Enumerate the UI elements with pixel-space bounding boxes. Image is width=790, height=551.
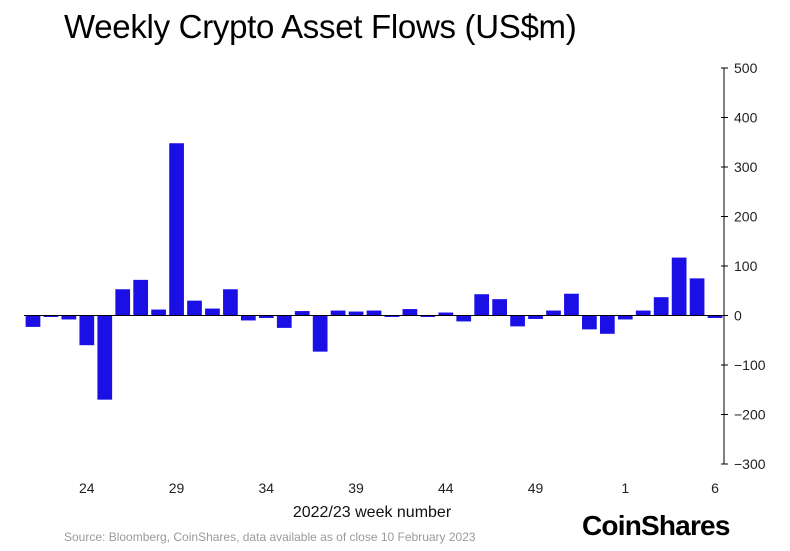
- x-tick-label: 29: [169, 480, 185, 496]
- bar-29: [546, 310, 561, 316]
- bar-28: [528, 315, 543, 319]
- bar-10: [205, 308, 220, 316]
- y-axis-ticks: 500 400 300 200 100 0 −100 −200 −300: [721, 60, 766, 472]
- bar-3: [79, 315, 95, 346]
- x-axis-ticks: 24 29 34 39 44 49 1 6: [79, 480, 719, 496]
- bar-37: [689, 278, 705, 316]
- bar-34: [635, 310, 651, 316]
- bar-23: [438, 312, 454, 316]
- bar-15: [294, 311, 310, 316]
- bar-26: [492, 299, 507, 316]
- bar-36: [671, 257, 687, 316]
- y-tick-label: 300: [734, 159, 758, 175]
- bar-32: [599, 315, 615, 334]
- bar-24: [456, 315, 472, 322]
- bar-0: [25, 315, 41, 327]
- bar-2: [61, 315, 77, 320]
- bar-22: [420, 315, 436, 317]
- x-tick-label: 34: [259, 480, 275, 496]
- bar-21: [402, 309, 418, 316]
- x-tick-label: 44: [438, 480, 454, 496]
- bar-11: [223, 289, 238, 316]
- bar-27: [510, 315, 525, 327]
- bar-35: [653, 297, 669, 316]
- bar-31: [582, 315, 597, 330]
- source-note: Source: Bloomberg, CoinShares, data avai…: [64, 530, 476, 544]
- y-tick-label: 0: [734, 308, 742, 324]
- bar-17: [330, 310, 346, 316]
- bar-14: [276, 315, 292, 328]
- bar-30: [564, 293, 579, 316]
- chart-title: Weekly Crypto Asset Flows (US$m): [64, 8, 577, 45]
- bar-19: [366, 310, 382, 316]
- bars-group: [25, 143, 723, 400]
- y-tick-label: 400: [734, 110, 758, 126]
- bar-6: [133, 279, 149, 316]
- x-tick-label: 1: [621, 480, 629, 496]
- y-tick-label: 100: [734, 258, 758, 274]
- x-tick-label: 39: [348, 480, 364, 496]
- x-tick-label: 6: [711, 480, 719, 496]
- bar-8: [169, 143, 184, 316]
- x-tick-label: 24: [79, 480, 95, 496]
- bar-33: [617, 315, 633, 320]
- bar-12: [241, 315, 256, 321]
- bar-13: [258, 315, 274, 318]
- bar-16: [312, 315, 328, 352]
- bar-38: [707, 315, 723, 318]
- bar-20: [384, 315, 400, 317]
- y-tick-label: 200: [734, 209, 758, 225]
- bar-7: [151, 309, 166, 316]
- x-tick-label: 49: [528, 480, 544, 496]
- y-tick-label: −100: [734, 357, 766, 373]
- bar-4: [97, 315, 113, 400]
- bar-18: [348, 311, 364, 316]
- x-axis-label: 2022/23 week number: [292, 504, 452, 521]
- coinshares-logo: CoinShares: [582, 510, 730, 541]
- bar-1: [43, 315, 59, 317]
- bar-25: [474, 294, 490, 316]
- y-tick-label: −300: [734, 456, 766, 472]
- bar-5: [115, 289, 131, 316]
- y-tick-label: 500: [734, 60, 758, 76]
- y-tick-label: −200: [734, 407, 766, 423]
- bar-9: [187, 300, 202, 316]
